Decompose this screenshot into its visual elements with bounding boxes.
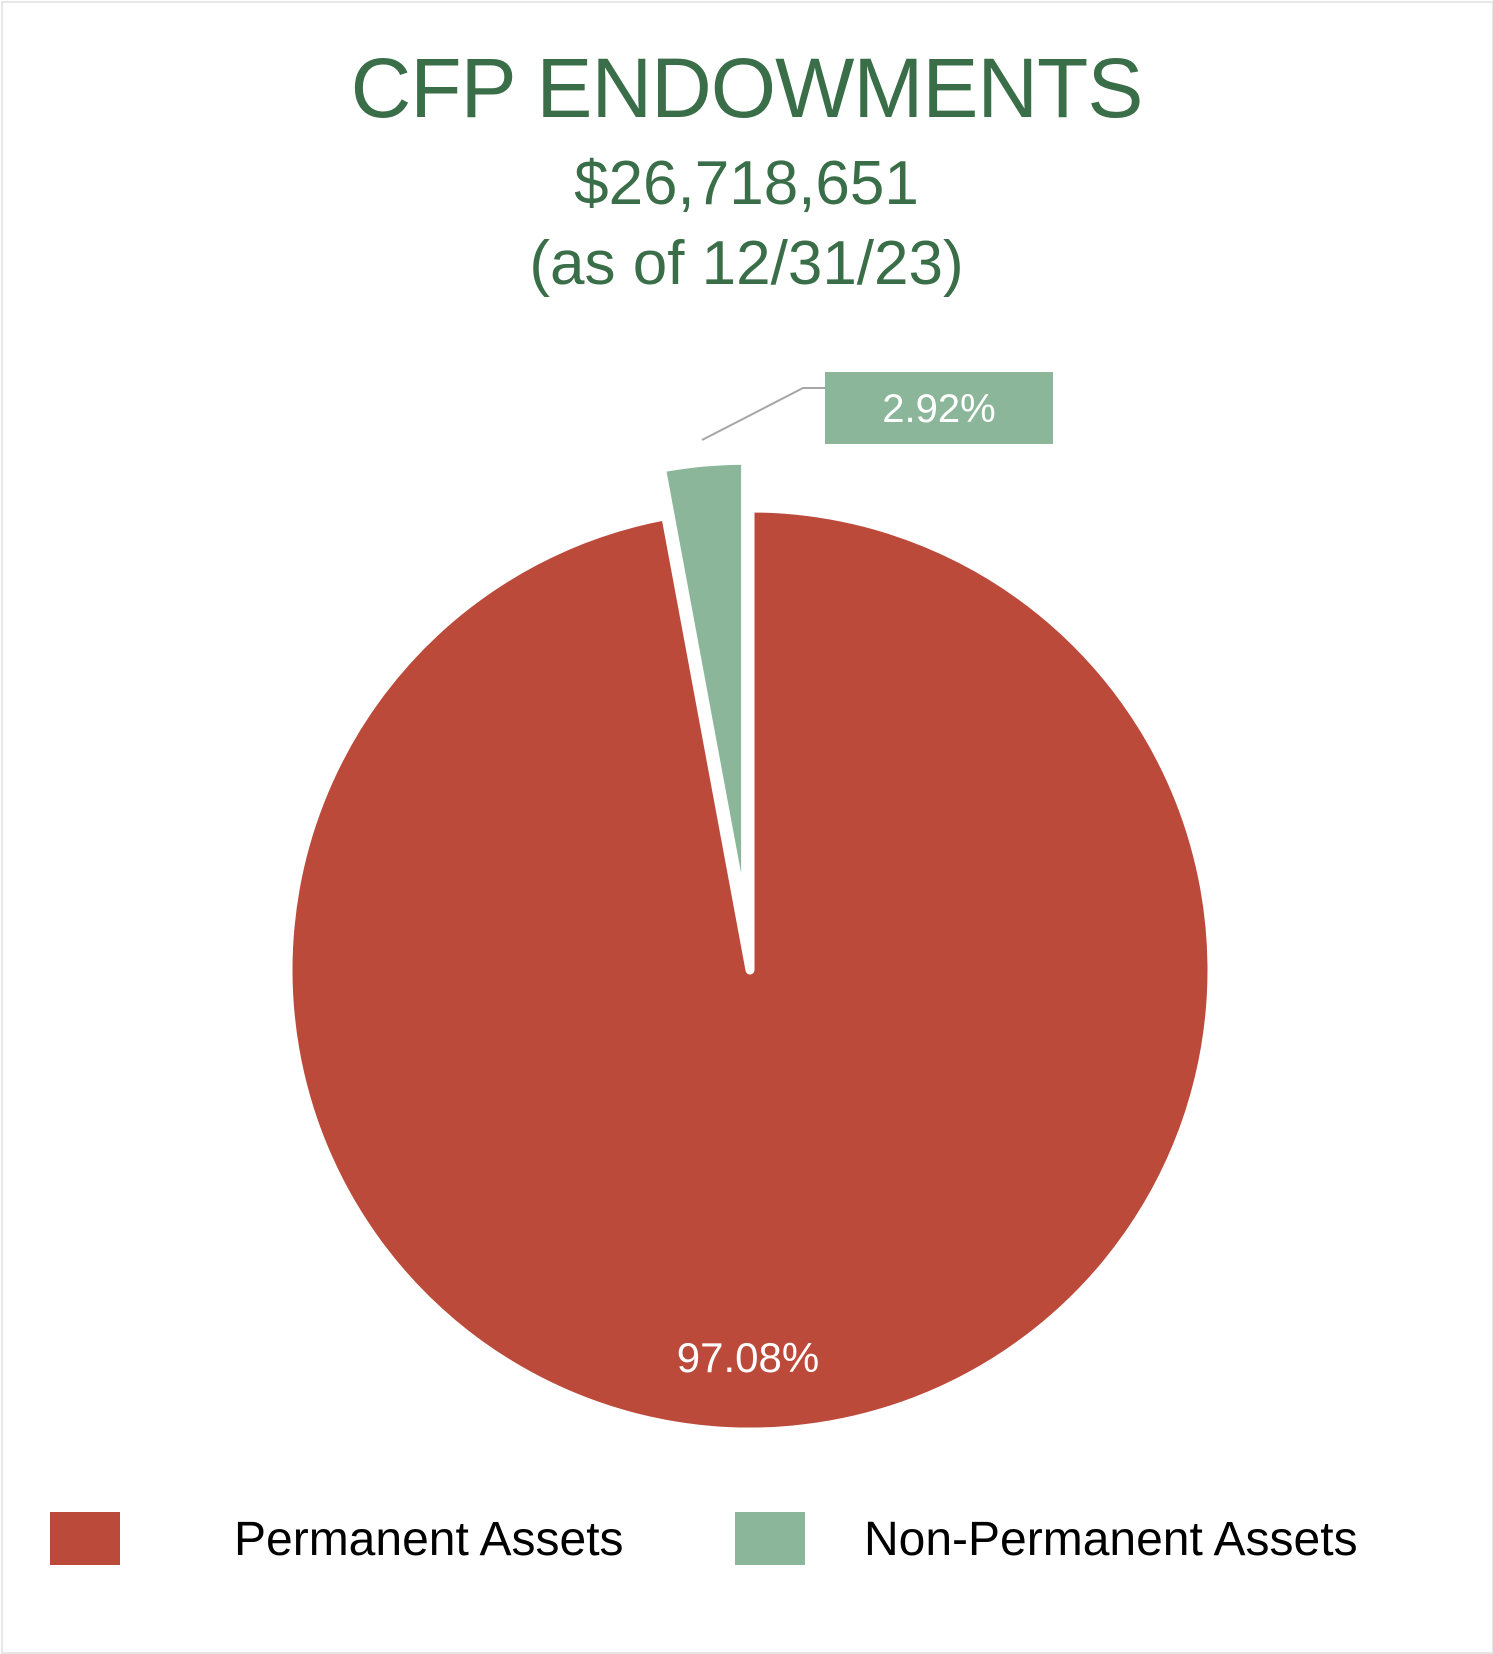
legend-swatch-permanent xyxy=(50,1512,120,1565)
chart-total-amount: $26,718,651 xyxy=(574,149,919,218)
pie-slice-permanent-assets xyxy=(283,503,1217,1437)
legend-swatch-non-permanent xyxy=(735,1512,805,1565)
legend: Permanent Assets Non-Permanent Assets xyxy=(0,1512,1493,1572)
data-label-non-permanent: 2.92% xyxy=(882,387,995,431)
pie-slice-non-permanent-assets xyxy=(656,455,751,927)
pie-slices xyxy=(283,455,1217,1437)
data-label-permanent: 97.08% xyxy=(677,1334,819,1381)
legend-label-non-permanent: Non-Permanent Assets xyxy=(864,1513,1358,1566)
pie-labels: 97.08% 2.92% xyxy=(677,372,1053,1381)
legend-label-permanent: Permanent Assets xyxy=(234,1513,624,1566)
data-label-box-non-permanent xyxy=(825,372,1053,444)
chart-date: (as of 12/31/23) xyxy=(529,229,964,298)
leader-line xyxy=(701,387,825,441)
chart-title: CFP ENDOWMENTS xyxy=(350,41,1144,135)
